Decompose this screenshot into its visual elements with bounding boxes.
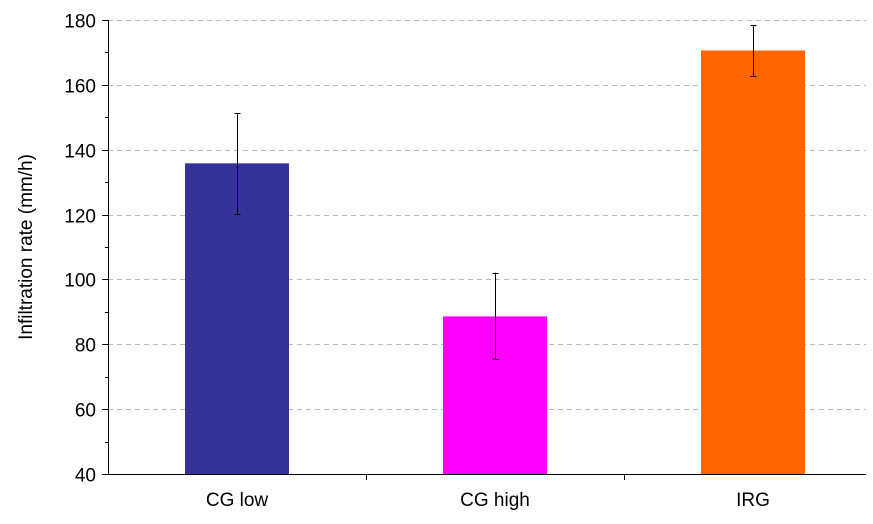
y-tick-label: 80 <box>75 336 96 357</box>
x-tick-label: CG high <box>460 490 530 511</box>
y-tick-label: 60 <box>75 401 96 422</box>
y-tick-label: 180 <box>64 12 96 33</box>
x-tick-label: CG low <box>206 490 269 511</box>
bar-cg-low <box>185 163 289 474</box>
bars <box>185 50 805 475</box>
y-tick-label: 100 <box>64 271 96 292</box>
y-axis-ticks: 40 60 80 100 120 140 160 180 <box>64 12 108 487</box>
x-tick-label: IRG <box>736 490 770 511</box>
y-tick-label: 40 <box>75 466 96 487</box>
y-tick-label: 120 <box>64 207 96 228</box>
x-axis-ticks: CG low CG high IRG <box>206 474 770 511</box>
y-tick-label: 140 <box>64 142 96 163</box>
axes <box>108 20 866 475</box>
error-bars <box>234 25 757 360</box>
bar-irg <box>701 50 805 475</box>
y-tick-label: 160 <box>64 77 96 98</box>
y-axis-label: Infiltration rate (mm/h) <box>16 154 37 340</box>
